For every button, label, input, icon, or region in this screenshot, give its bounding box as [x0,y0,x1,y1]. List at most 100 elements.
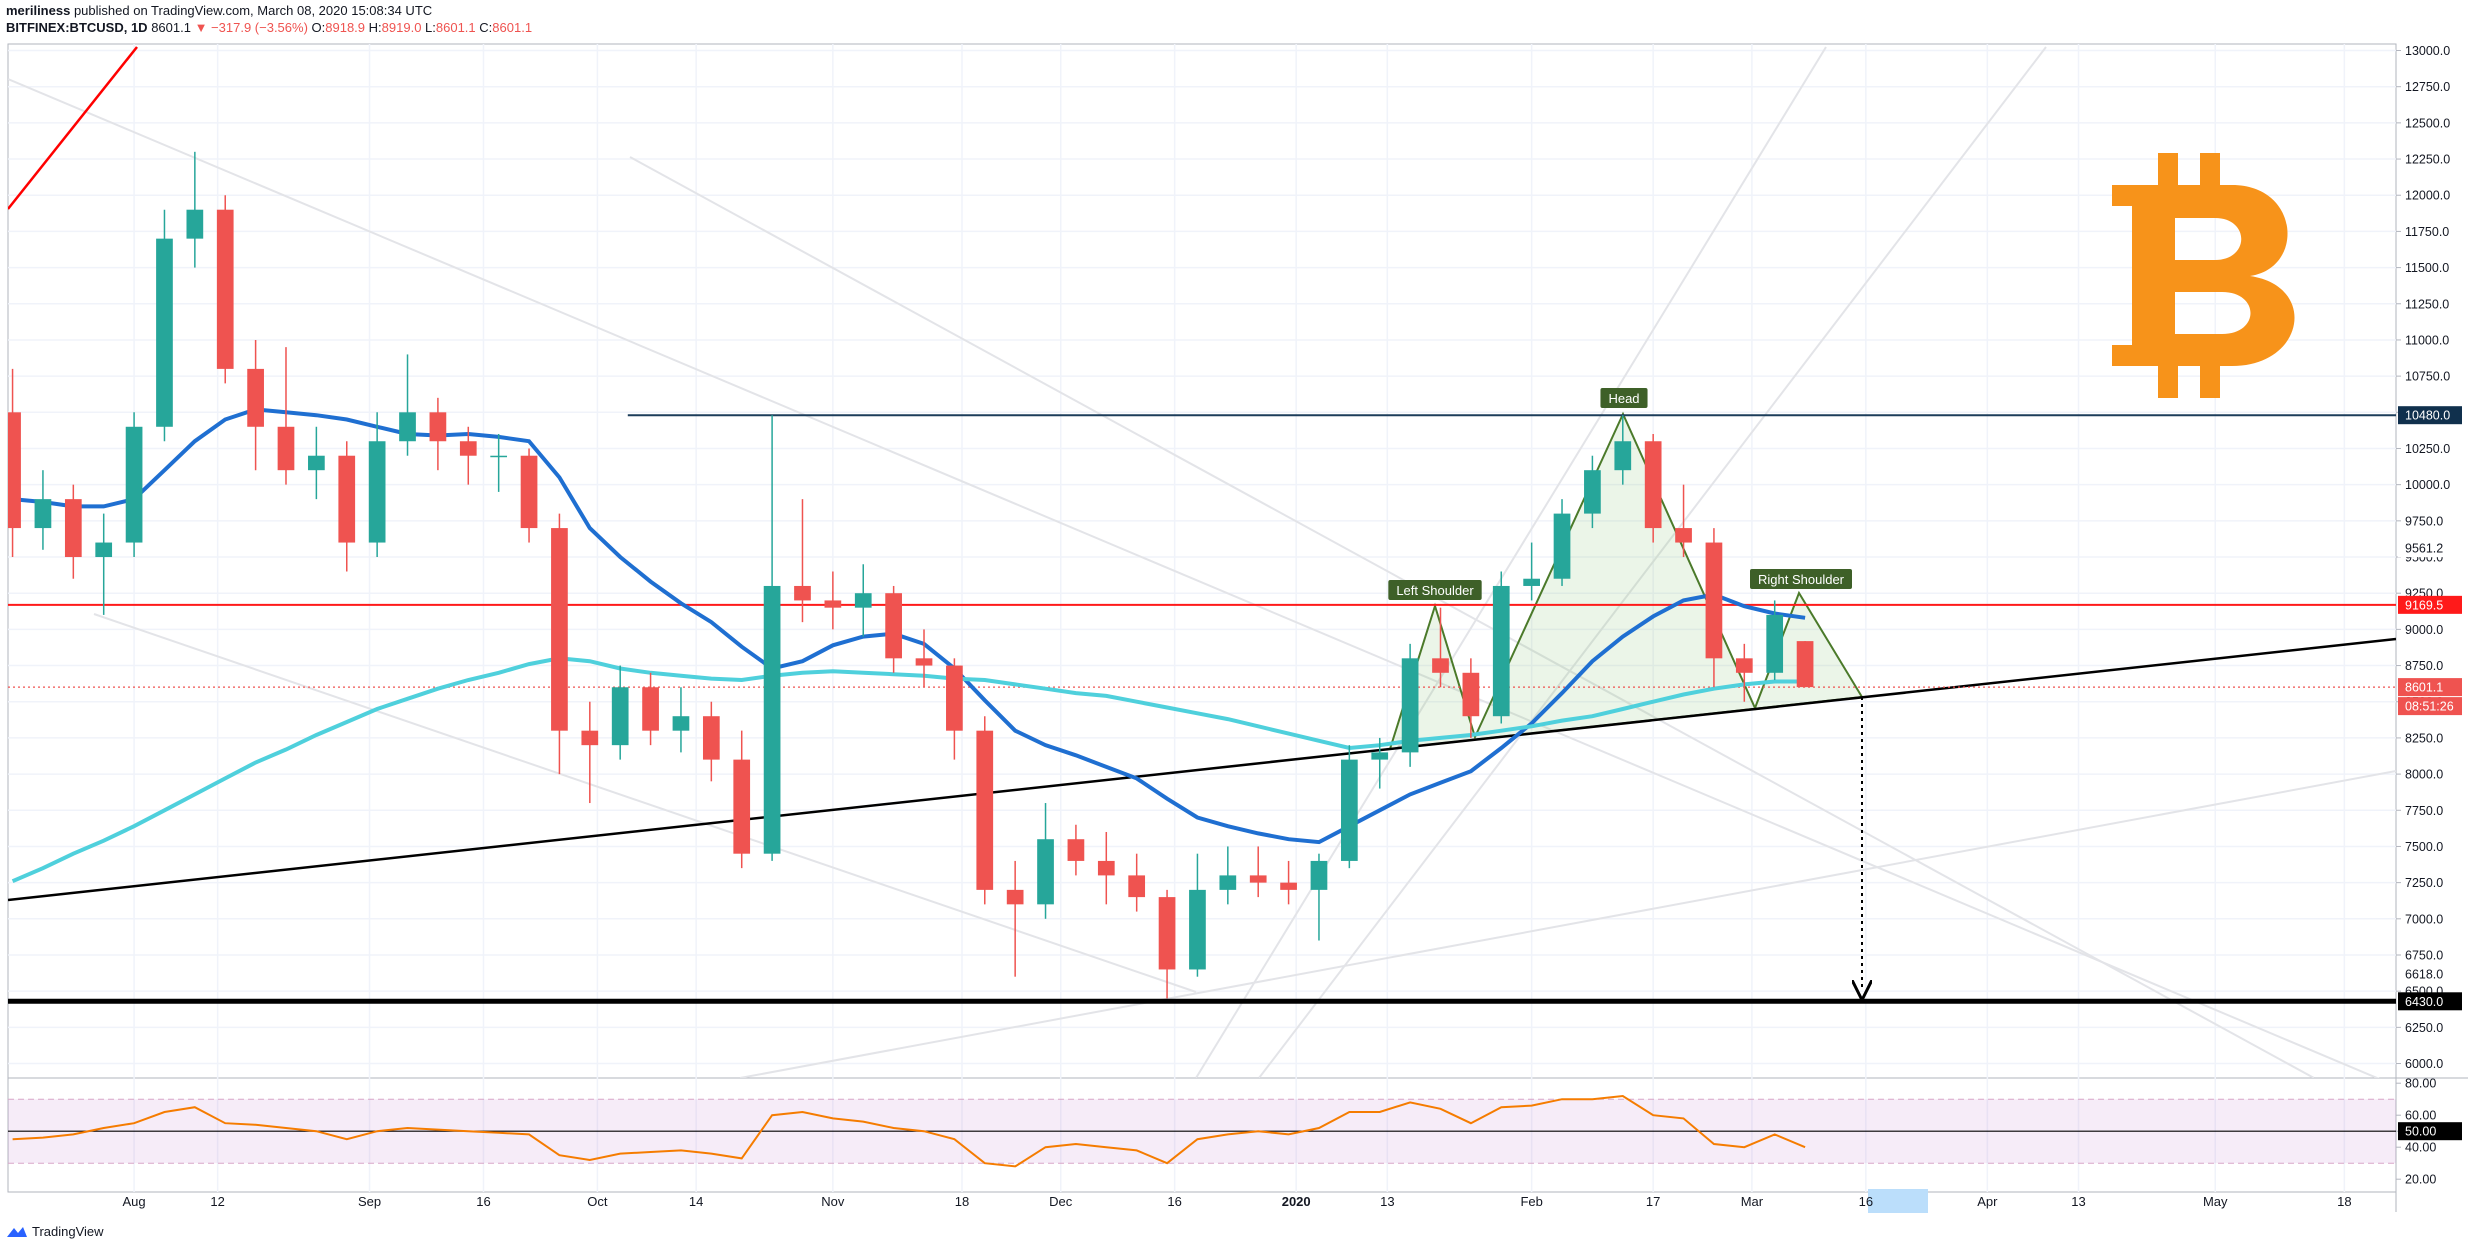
candle-body [1037,839,1054,905]
y-tick-label: 10000.0 [2405,478,2450,492]
annotation-box [1750,569,1852,589]
plot-frame [7,43,2397,1193]
candle-body [1705,542,1723,659]
rsi-tick-label: 80.00 [2405,1077,2436,1091]
price-tag-bg [2398,539,2462,558]
candle-body [1097,860,1115,876]
candle-body [308,455,325,471]
logo-part [2158,153,2178,193]
rsi-tick-bg [2398,1122,2462,1141]
ohlc-key: O: [311,20,326,35]
candle-body [642,687,659,731]
ohlc-key: C: [479,20,493,35]
annotation: Right Shoulder [1750,569,1852,589]
candle-body [1492,585,1510,717]
candle-body [125,426,143,543]
x-tick-label: 12 [210,1194,224,1209]
candle-body [1189,889,1206,970]
rsi-tick-label: 40.00 [2405,1141,2436,1155]
candle-body [277,426,295,471]
candle-body [854,593,872,608]
trend-line-faint [1258,46,2047,1078]
moving-average [11,656,1806,884]
annotation-label: Head [1608,391,1639,406]
x-tick-label: 2020 [1282,1194,1311,1209]
series-layer [8,151,2396,1004]
price-tag: 9169.5 [2405,598,2443,612]
y-tick-label: 8000.0 [2405,768,2443,782]
published: published on TradingView.com, March 08, … [73,3,433,18]
annotation-label: Left Shoulder [1396,583,1474,598]
brand-icon [7,1226,27,1237]
x-tick-label: 13 [1380,1194,1394,1209]
candle-body [459,441,477,456]
countdown-bg [2398,697,2462,716]
x-tick-label: Oct [587,1194,608,1209]
rsi-line [12,1094,1806,1168]
ohlc-key: H: [368,20,382,35]
candle-body [64,499,82,558]
x-tick-label: 16 [476,1194,490,1209]
candle-body [1067,839,1085,861]
y-tick-label: 11000.0 [2405,333,2449,347]
grid [8,44,2396,1192]
x-tick-label: 13 [2071,1194,2085,1209]
annotation: Head [1600,388,1648,408]
candle-body [1553,513,1571,579]
logo-part [2200,358,2220,398]
trend-line-faint [739,770,2396,1078]
trend-line-black [8,637,2396,902]
candle-body [551,528,568,731]
brand: TradingView [32,1224,104,1239]
logo-part [2158,358,2178,398]
y-tick-label: 7500.0 [2405,840,2443,854]
x-tick-label: Aug [123,1194,146,1209]
annotation-box [1388,580,1482,600]
ohlc-value: 8601.1 [492,20,533,35]
candle-body [429,412,447,442]
logo-part [2112,185,2295,366]
price-tag-bg [2398,406,2462,425]
candle-body [156,238,173,427]
candle-body [95,542,113,558]
trend-line-red [8,46,138,210]
y-tick-label: 6750.0 [2405,948,2443,962]
y-tick-label: 6250.0 [2405,1021,2443,1035]
candle-body [1280,882,1297,890]
candle-body [1128,875,1146,898]
ohlc-value: 8601.1 [435,20,476,35]
x-tick-label: Mar [1741,1194,1764,1209]
y-tick-label: 10750.0 [2405,370,2450,384]
x-tick-label: 16 [1859,1194,1873,1209]
candle-body [794,585,811,601]
publish-line: meriliness published on TradingView.com,… [6,2,532,19]
y-tick-label: 13000.0 [2405,44,2450,58]
candle-body [1310,860,1328,890]
candle-body [1340,759,1358,861]
price-tag: 9561.2 [2405,542,2443,556]
y-tick-label: 9000.0 [2405,623,2443,637]
annotation-box [1600,388,1648,408]
x-tick-label: 18 [955,1194,969,1209]
x-tick-label: May [2203,1194,2228,1209]
x-tick-label: Nov [821,1194,845,1209]
candle-body [1219,875,1237,890]
candle-body [885,593,902,659]
candle-body [611,687,629,746]
candle-body [1584,470,1601,514]
x-tick-label: 14 [689,1194,703,1209]
candle-body [1523,578,1540,586]
change: ▼ −317.9 (−3.56%) [194,20,308,35]
candle-body [1249,875,1267,883]
candle-body [1401,658,1419,753]
candle-body [520,455,538,529]
candle-body [1006,889,1024,905]
x-tick-label: Sep [358,1194,381,1209]
y-tick-label: 8750.0 [2405,659,2443,673]
x-tick-label: Apr [1977,1194,1998,1209]
candle-body [1614,441,1632,471]
footer: TradingView [6,1224,104,1239]
annotation: Left Shoulder [1388,580,1482,600]
